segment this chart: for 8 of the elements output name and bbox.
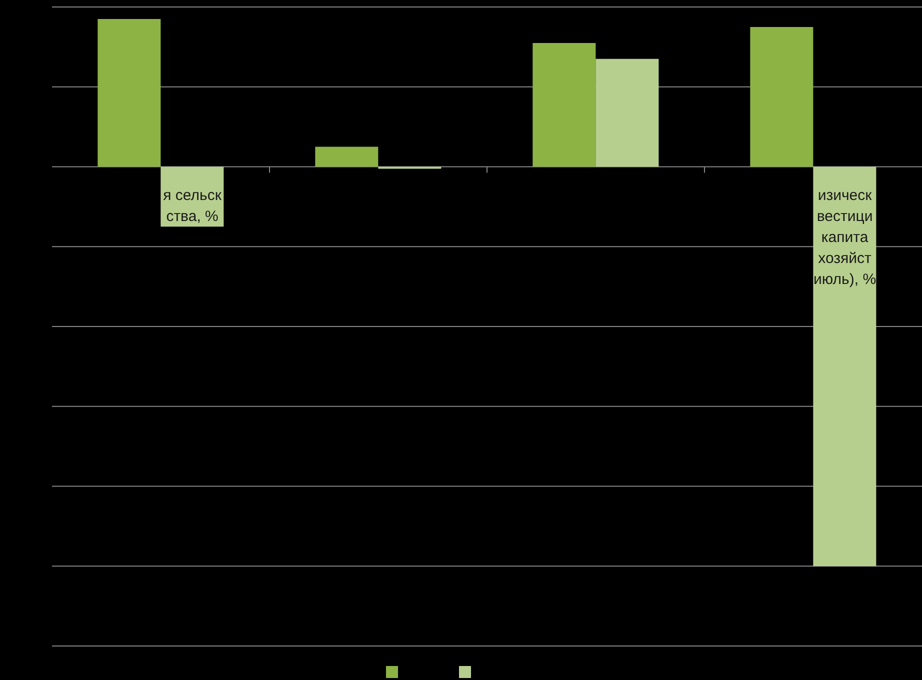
bar <box>98 18 161 167</box>
x-tick-label: изическ вестици капита хозяйст июль), % <box>814 186 876 288</box>
x-tick-label: я сельск ства, % <box>163 186 222 225</box>
bar <box>315 146 378 167</box>
bar <box>596 58 659 167</box>
bar <box>750 26 814 167</box>
bar <box>813 166 876 566</box>
bar <box>532 42 596 167</box>
